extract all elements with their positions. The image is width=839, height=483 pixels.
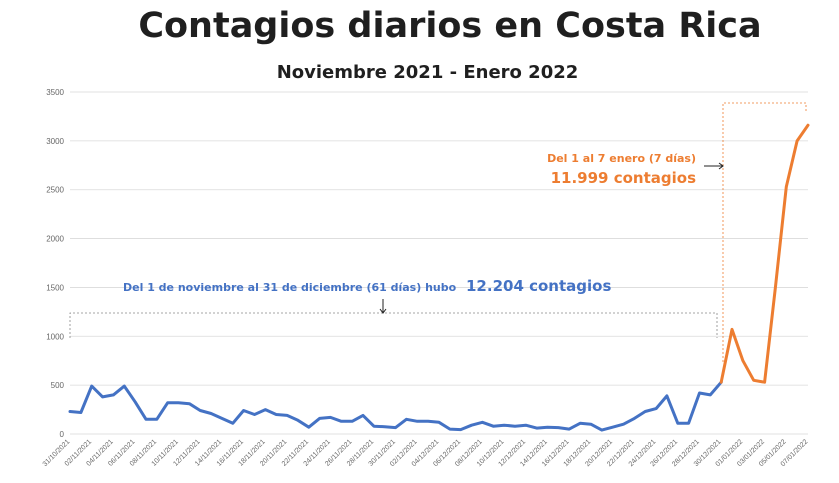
blue-bracket-arrow xyxy=(379,299,387,314)
y-tick-label: 2500 xyxy=(46,186,64,195)
y-tick-label: 500 xyxy=(51,381,65,390)
series-line-january xyxy=(719,123,810,384)
annotation-orange-line2: 11.999 contagios xyxy=(551,169,696,187)
y-tick-label: 1000 xyxy=(46,332,64,341)
chart-title: Contagios diarios en Costa Rica xyxy=(138,6,762,46)
annotation-blue-value: 12.204 contagios xyxy=(466,277,611,295)
x-axis-ticks: 31/10/202102/11/202104/11/202106/11/2021… xyxy=(42,438,810,468)
gridlines xyxy=(70,91,808,435)
chart-subtitle: Noviembre 2021 - Enero 2022 xyxy=(276,62,579,83)
series-line-nov-dec xyxy=(68,380,723,432)
y-tick-label: 2000 xyxy=(46,235,64,244)
y-tick-label: 3000 xyxy=(46,137,64,146)
y-tick-label: 3500 xyxy=(46,88,64,97)
orange-bracket-arrow xyxy=(704,162,724,170)
annotation-orange-line1: Del 1 al 7 enero (7 días) xyxy=(547,152,696,165)
annotation-blue-prefix: Del 1 de noviembre al 31 de diciembre (6… xyxy=(123,281,457,294)
y-tick-label: 1500 xyxy=(46,283,64,292)
y-tick-label: 0 xyxy=(60,430,65,439)
series-lines xyxy=(68,123,810,432)
orange-bracket xyxy=(722,102,807,362)
blue-bracket xyxy=(69,312,718,338)
y-axis-ticks: 0 500 1000 1500 2000 2500 3000 3500 xyxy=(46,88,64,439)
